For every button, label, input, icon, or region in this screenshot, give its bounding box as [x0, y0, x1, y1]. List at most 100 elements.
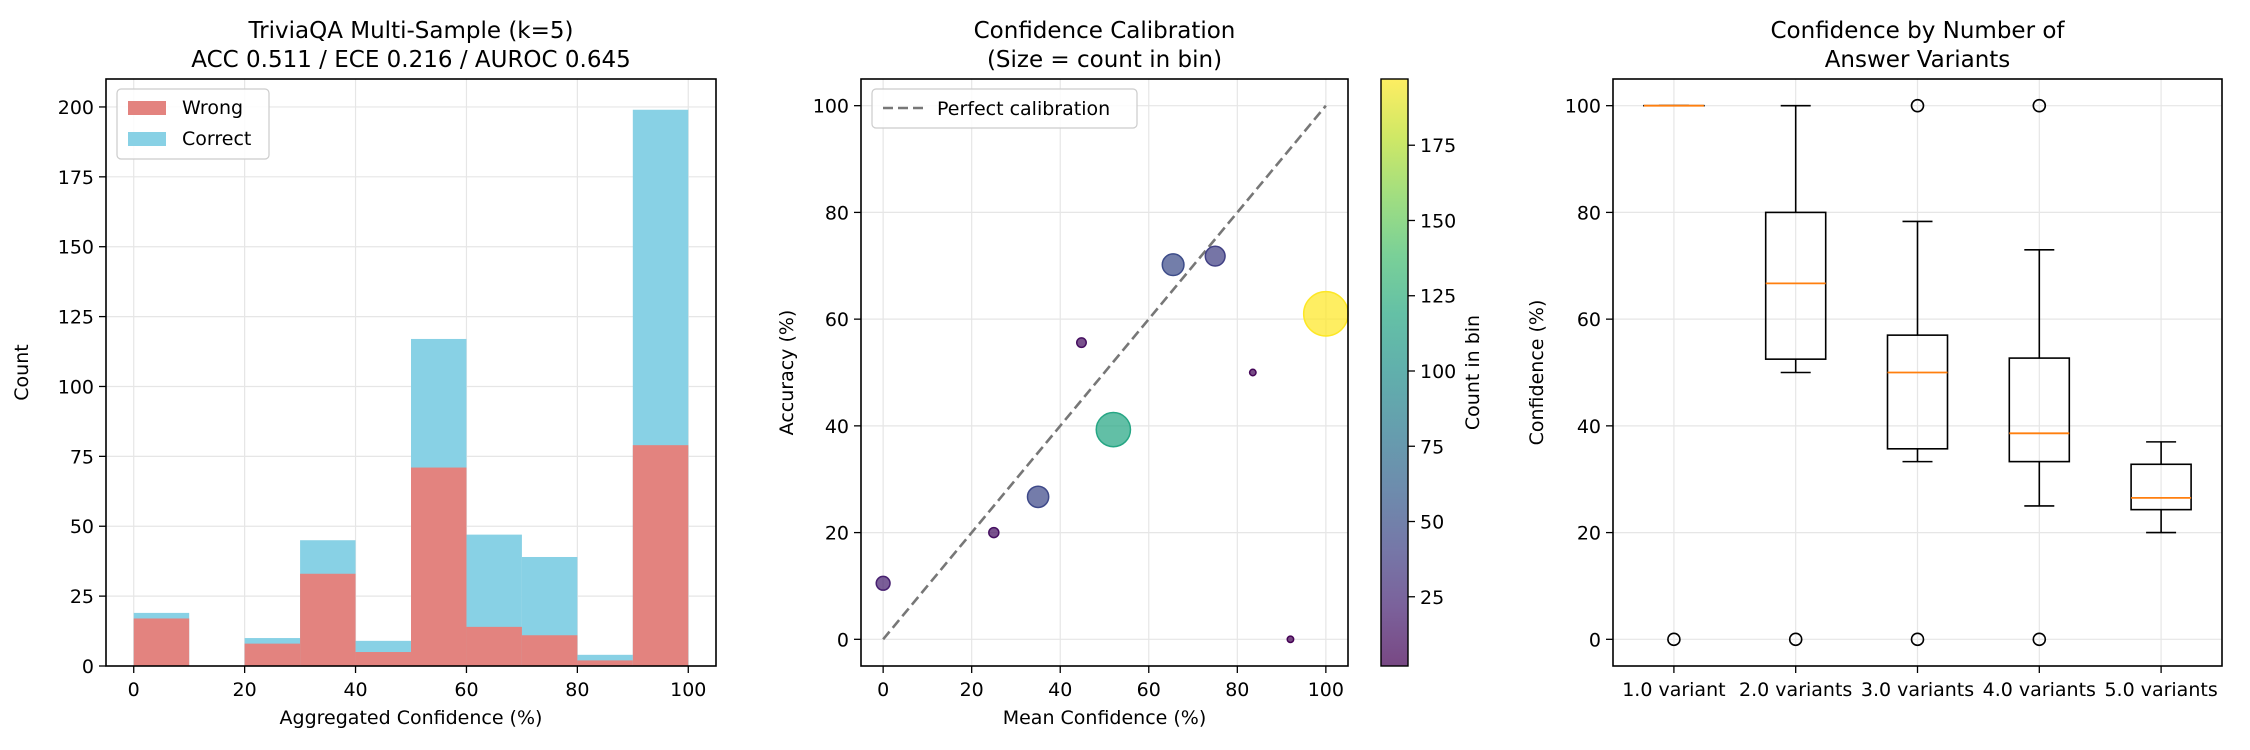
- x-tick-label: 80: [565, 679, 589, 701]
- x-tick-label: 3.0 variants: [1861, 679, 1974, 701]
- box-3: [1886, 98, 1949, 647]
- legend: Perfect calibration: [871, 88, 1138, 129]
- y-tick-label: 50: [70, 516, 94, 538]
- bar-wrong: [577, 660, 633, 666]
- y-tick-label: 100: [58, 376, 94, 398]
- y-tick-label: 100: [1565, 96, 1601, 118]
- box-1: [1643, 104, 1705, 647]
- y-tick-label: 0: [837, 629, 849, 651]
- x-tick-label: 5.0 variants: [2104, 679, 2217, 701]
- x-tick-label: 60: [1137, 679, 1161, 701]
- y-axis-label: Accuracy (%): [776, 310, 798, 436]
- calibration-point: [1075, 337, 1087, 349]
- colorbar-tick-label: 150: [1420, 210, 1456, 232]
- y-tick-label: 150: [58, 237, 94, 259]
- calibration-point: [875, 575, 891, 591]
- bar-wrong: [466, 626, 522, 666]
- colorbar-tick-label: 50: [1420, 512, 1444, 534]
- calibration-point: [1026, 485, 1050, 509]
- y-tick-label: 0: [1589, 629, 1601, 651]
- y-tick-label: 20: [1577, 523, 1601, 545]
- histogram-panel: 0 20 40 60 80 100 0 25 50 75 100 125 150 175 200 Aggreg…: [11, 18, 717, 729]
- y-tick-label: 40: [1577, 416, 1601, 438]
- calibration-point: [1302, 290, 1349, 337]
- legend-box: [871, 88, 1138, 129]
- x-tick-label: 0: [128, 679, 140, 701]
- x-tick-label: 2.0 variants: [1739, 679, 1852, 701]
- bar-wrong: [521, 635, 578, 666]
- outlier-point: [1788, 632, 1803, 647]
- calibration-point: [1204, 245, 1226, 267]
- y-tick-label: 60: [825, 309, 849, 331]
- legend-swatch: [128, 101, 166, 115]
- legend-label: Perfect calibration: [937, 98, 1110, 120]
- x-tick-label: 20: [233, 679, 257, 701]
- chart-title-line: TriviaQA Multi-Sample (k=5): [248, 18, 574, 44]
- outlier-point: [2032, 98, 2047, 113]
- box-iqr: [1764, 211, 1827, 360]
- box-5: [2130, 441, 2192, 534]
- outlier-point: [1910, 98, 1925, 113]
- y-tick-label: 40: [825, 416, 849, 438]
- calibration-panel: 0 20 40 60 80 100 0 20 40 60 80 100 Mean Confidence …: [776, 18, 1349, 729]
- legend-label: Wrong: [182, 97, 243, 119]
- box-4: [2008, 98, 2071, 647]
- chart-title-line: Confidence Calibration: [974, 18, 1236, 44]
- x-tick-label: 80: [1225, 679, 1249, 701]
- x-tick-label: 1.0 variant: [1622, 679, 1725, 701]
- calibration-point: [1248, 368, 1257, 377]
- legend-label: Correct: [182, 128, 251, 150]
- x-tick-label: 20: [960, 679, 984, 701]
- colorbar: 25 50 75 100 125 150 175 Count in bin: [1380, 78, 1484, 667]
- y-tick-label: 75: [70, 446, 94, 468]
- colorbar-tick-label: 75: [1420, 436, 1444, 458]
- x-axis-label: Aggregated Confidence (%): [280, 707, 543, 729]
- box-iqr: [2130, 463, 2192, 511]
- chart-title-line: Answer Variants: [1825, 47, 2011, 73]
- axes-frame: [860, 78, 1349, 667]
- x-tick-label: 100: [670, 679, 706, 701]
- box-2: [1764, 104, 1827, 647]
- colorbar-tick-label: 100: [1420, 361, 1456, 383]
- y-tick-label: 80: [1577, 202, 1601, 224]
- y-tick-label: 0: [82, 656, 94, 678]
- box-iqr: [2008, 357, 2071, 463]
- x-axis-label: Mean Confidence (%): [1003, 707, 1207, 729]
- y-axis-label: Confidence (%): [1526, 300, 1548, 446]
- outlier-point: [1667, 632, 1681, 647]
- y-tick-label: 125: [58, 307, 94, 329]
- colorbar-tick-label: 125: [1420, 286, 1456, 308]
- legend: Wrong Correct: [116, 88, 270, 160]
- x-tick-label: 40: [343, 679, 367, 701]
- bar-wrong: [133, 618, 190, 666]
- y-tick-label: 80: [825, 202, 849, 224]
- bar-wrong: [244, 643, 301, 666]
- x-tick-label: 0: [877, 679, 889, 701]
- bar-wrong: [632, 445, 689, 666]
- calibration-point: [1286, 635, 1295, 644]
- chart-title-line: Confidence by Number of: [1770, 18, 2065, 44]
- boxplot-panel: 1.0 variant 2.0 variants 3.0 variants 4.0 v…: [1526, 18, 2223, 701]
- outlier-point: [1910, 632, 1925, 647]
- perfect-calibration-line: [882, 104, 1327, 641]
- calibration-point: [1161, 253, 1185, 277]
- colorbar-label: Count in bin: [1462, 315, 1484, 430]
- axes-frame: [105, 78, 717, 667]
- y-tick-label: 25: [70, 586, 94, 608]
- y-tick-label: 20: [825, 523, 849, 545]
- x-tick-label: 100: [1308, 679, 1344, 701]
- y-tick-label: 175: [58, 167, 94, 189]
- colorbar-tick-label: 175: [1420, 135, 1456, 157]
- outlier-point: [2032, 632, 2047, 647]
- legend-swatch: [128, 132, 166, 146]
- x-tick-label: 40: [1048, 679, 1072, 701]
- bar-wrong: [300, 573, 356, 666]
- box-iqr: [1886, 334, 1949, 450]
- chart-title-line: ACC 0.511 / ECE 0.216 / AUROC 0.645: [191, 47, 631, 73]
- colorbar-gradient: [1380, 78, 1409, 667]
- x-tick-label: 60: [454, 679, 478, 701]
- bar-wrong: [411, 467, 467, 666]
- y-axis-label: Count: [11, 344, 33, 400]
- colorbar-tick-label: 25: [1420, 587, 1444, 609]
